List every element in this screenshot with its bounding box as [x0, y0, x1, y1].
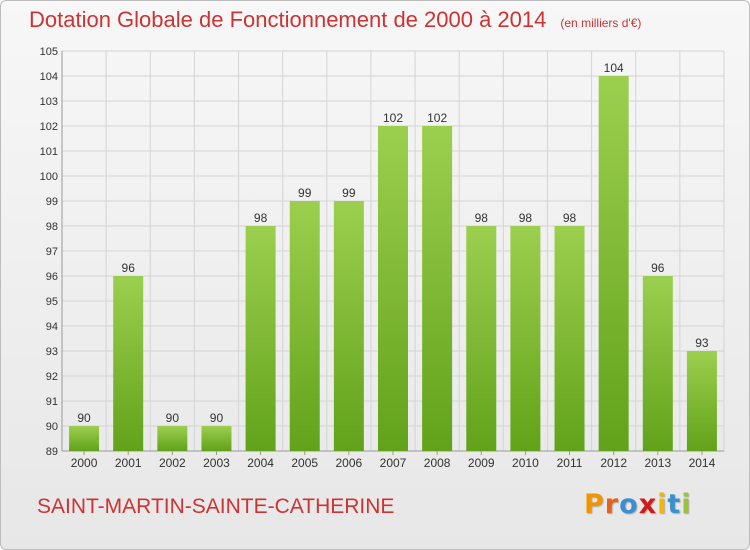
- commune-name: SAINT-MARTIN-SAINTE-CATHERINE: [37, 495, 395, 518]
- chart-title-text: Dotation Globale de Fonctionnement de 20…: [29, 7, 547, 32]
- y-tick-label: 89: [46, 446, 58, 458]
- y-tick-label: 100: [40, 171, 58, 183]
- y-tick-label: 98: [46, 221, 58, 233]
- y-tick-label: 90: [46, 421, 58, 433]
- bar: [201, 426, 232, 451]
- y-tick-label: 96: [46, 271, 58, 283]
- bar-value-label: 96: [651, 261, 665, 275]
- y-tick-label: 91: [46, 396, 58, 408]
- bar: [157, 426, 188, 451]
- y-tick-label: 103: [40, 96, 58, 108]
- bar-value-label: 98: [519, 211, 533, 225]
- bar: [289, 201, 320, 451]
- y-tick-label: 97: [46, 246, 58, 258]
- logo-letter: o: [619, 489, 639, 520]
- bar: [510, 226, 541, 451]
- bar: [554, 226, 585, 451]
- logo-letter: P: [584, 489, 605, 520]
- bar: [686, 351, 717, 451]
- bar-value-label: 102: [427, 111, 447, 125]
- logo-letter: r: [604, 489, 620, 520]
- chart-unit: (en milliers d'€): [560, 16, 642, 30]
- y-tick-label: 99: [46, 196, 58, 208]
- x-tick-label: 2008: [424, 456, 451, 470]
- bar-value-label: 99: [342, 186, 356, 200]
- y-tick-label: 101: [40, 146, 58, 158]
- bar-value-label: 104: [604, 61, 624, 75]
- x-tick-label: 2007: [380, 456, 407, 470]
- bar: [69, 426, 100, 451]
- y-tick-label: 104: [40, 71, 58, 83]
- y-tick-label: 92: [46, 371, 58, 383]
- x-tick-label: 2003: [203, 456, 230, 470]
- logo-letter: x: [638, 489, 658, 520]
- bar: [378, 126, 408, 451]
- bar-value-label: 90: [166, 411, 180, 425]
- y-tick-label: 93: [46, 346, 58, 358]
- logo-letter: i: [681, 489, 692, 520]
- logo-letter: t: [667, 489, 682, 520]
- y-tick-label: 95: [46, 296, 58, 308]
- y-tick-label: 105: [40, 46, 58, 58]
- x-tick-label: 2005: [291, 456, 318, 470]
- x-tick-label: 2006: [336, 456, 363, 470]
- logo-letter: i: [657, 489, 668, 520]
- x-tick-label: 2013: [644, 456, 671, 470]
- bar: [245, 226, 276, 451]
- x-tick-label: 2010: [512, 456, 539, 470]
- bar: [642, 276, 673, 451]
- x-tick-label: 2014: [689, 456, 716, 470]
- bar-value-label: 90: [210, 411, 224, 425]
- x-tick-label: 2012: [600, 456, 627, 470]
- chart-title: Dotation Globale de Fonctionnement de 20…: [29, 7, 641, 33]
- x-tick-label: 2011: [557, 456, 583, 470]
- bar: [598, 76, 629, 451]
- bar: [113, 276, 144, 451]
- bar-value-label: 93: [695, 336, 709, 350]
- proxiti-logo: Proxiti: [584, 489, 692, 520]
- bar-value-label: 102: [383, 111, 403, 125]
- x-tick-label: 2009: [468, 456, 495, 470]
- bar-value-label: 90: [77, 411, 91, 425]
- y-tick-label: 94: [46, 321, 58, 333]
- bar-value-label: 98: [475, 211, 489, 225]
- y-tick-label: 102: [40, 121, 58, 133]
- bar: [333, 201, 364, 451]
- bar: [466, 226, 497, 451]
- x-tick-label: 2001: [115, 456, 142, 470]
- x-tick-label: 2002: [159, 456, 186, 470]
- x-tick-label: 2004: [247, 456, 274, 470]
- bar-value-label: 99: [298, 186, 312, 200]
- bar: [422, 126, 453, 451]
- bar-value-label: 98: [254, 211, 268, 225]
- bar-value-label: 96: [122, 261, 136, 275]
- bar-value-label: 98: [563, 211, 577, 225]
- x-tick-label: 2000: [71, 456, 98, 470]
